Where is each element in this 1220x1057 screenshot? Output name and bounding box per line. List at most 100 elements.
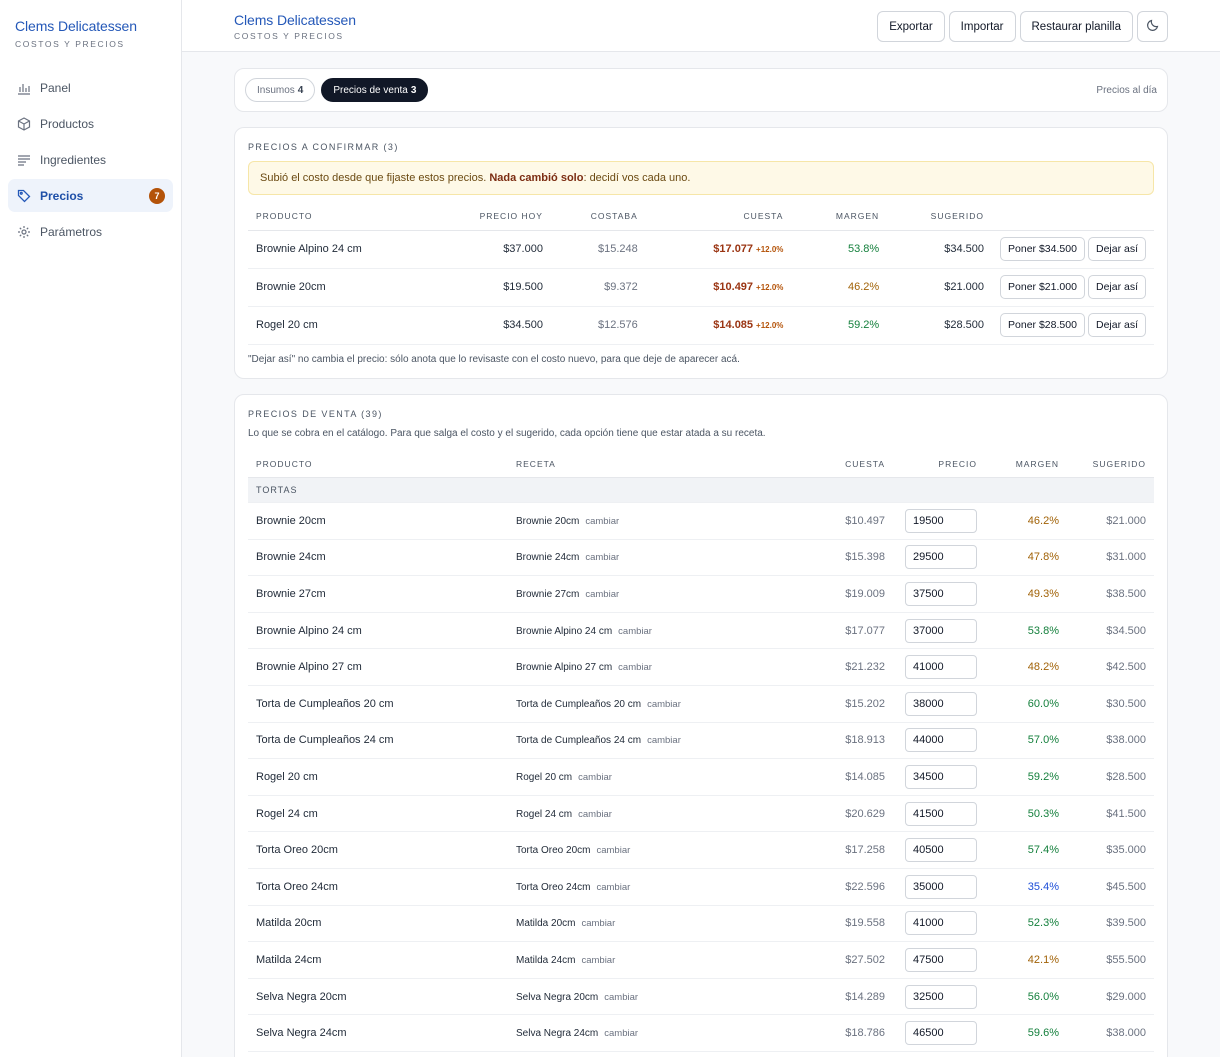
price-input[interactable]	[905, 508, 977, 533]
confirm-table: PRODUCTO PRECIO HOY COSTABA CUESTA MARGE…	[248, 203, 1154, 345]
cost: $21.232	[808, 648, 893, 686]
column-header: CUESTA	[808, 450, 893, 478]
price-input[interactable]	[905, 655, 977, 680]
header-title: Clems Delicatessen	[234, 12, 356, 28]
price-input[interactable]	[905, 874, 977, 899]
margin: 50.3%	[985, 795, 1067, 833]
table-header-row: PRODUCTO PRECIO HOY COSTABA CUESTA MARGE…	[248, 203, 1154, 231]
product-name: Brownie Alpino 24 cm	[248, 230, 468, 269]
leave-as-is-button[interactable]: Dejar así	[1087, 313, 1146, 337]
margin: 57.0%	[985, 722, 1067, 760]
price-input[interactable]	[905, 947, 977, 972]
margin: 59.2%	[985, 758, 1067, 796]
column-header: PRECIO	[893, 450, 985, 478]
sidebar-item-parametros[interactable]: Parámetros	[8, 215, 173, 248]
price-input[interactable]	[905, 764, 977, 789]
price-input[interactable]	[905, 581, 977, 606]
column-header: PRODUCTO	[248, 450, 508, 478]
change-recipe-link[interactable]: cambiar	[578, 808, 612, 820]
group-label: TORTAS	[248, 477, 1154, 503]
change-recipe-link[interactable]: cambiar	[581, 918, 616, 930]
recipe-cell: Rogel 24 cm cambiar	[508, 795, 808, 833]
cost: $17.258	[808, 831, 893, 869]
recipe-name: Selva Negra 20cm	[516, 991, 599, 1003]
table-row: Torta de Cumpleaños 20 cm Torta de Cumple…	[248, 685, 1154, 723]
change-recipe-link[interactable]: cambiar	[618, 662, 652, 674]
margin: 53.8%	[791, 230, 888, 269]
column-header: PRECIO HOY	[467, 203, 551, 231]
set-suggested-price-button[interactable]: Poner $34.500	[1000, 237, 1085, 261]
table-row: Brownie 24cm Brownie 24cm cambiar $15.398 47…	[248, 539, 1154, 577]
export-button[interactable]: Exportar	[877, 11, 945, 42]
section-title: PRECIOS A CONFIRMAR (3)	[248, 142, 399, 152]
set-suggested-price-button[interactable]: Poner $28.500	[1000, 313, 1085, 337]
column-header: SUGERIDO	[887, 203, 993, 231]
change-recipe-link[interactable]: cambiar	[585, 515, 620, 527]
recipe-name: Rogel 20 cm	[516, 771, 573, 783]
recipe-cell: Selva Negra 24cm cambiar	[508, 1014, 808, 1052]
price-input[interactable]	[905, 728, 977, 753]
recipe-name: Brownie 20cm	[516, 515, 580, 527]
change-recipe-link[interactable]: cambiar	[604, 1028, 639, 1040]
current-cost-cell: $10.497 +12.0%	[645, 268, 792, 307]
product-name: Torta Oreo 24cm	[248, 868, 508, 906]
price-input[interactable]	[905, 545, 977, 570]
price-input[interactable]	[905, 911, 977, 936]
leave-as-is-button[interactable]: Dejar así	[1087, 275, 1146, 299]
cost: $10.497	[808, 502, 893, 540]
table-row: Brownie 20cm Brownie 20cm cambiar $10.497 46…	[248, 502, 1154, 540]
price-cell	[893, 722, 985, 760]
leave-as-is-button[interactable]: Dejar así	[1087, 237, 1146, 261]
current-cost: $10.497	[713, 281, 754, 293]
sidebar-item-panel[interactable]: Panel	[8, 71, 173, 104]
price-input[interactable]	[905, 691, 977, 716]
sidebar-item-precios[interactable]: Precios 7	[8, 179, 173, 212]
price-cell	[893, 831, 985, 869]
change-recipe-link[interactable]: cambiar	[604, 991, 639, 1003]
margin: 56.0%	[985, 978, 1067, 1016]
set-suggested-price-button[interactable]: Poner $21.000	[1000, 275, 1085, 299]
change-recipe-link[interactable]: cambiar	[578, 771, 612, 783]
restore-sheet-button[interactable]: Restaurar planilla	[1019, 11, 1133, 42]
cost: $18.913	[808, 722, 893, 760]
recipe-cell: Torta Oreo 24cm cambiar	[508, 868, 808, 906]
change-recipe-link[interactable]: cambiar	[647, 735, 681, 747]
sidebar-item-ingredientes[interactable]: Ingredientes	[8, 143, 173, 176]
price-input[interactable]	[905, 984, 977, 1009]
sale-prices-table: PRODUCTO RECETA CUESTA PRECIO MARGEN SUG…	[248, 450, 1154, 1052]
suggested-price: $39.500	[1067, 905, 1154, 943]
price-cell	[893, 502, 985, 540]
theme-toggle-button[interactable]	[1137, 11, 1168, 42]
change-recipe-link[interactable]: cambiar	[581, 954, 616, 966]
recipe-cell: Matilda 20cm cambiar	[508, 905, 808, 943]
current-cost: $17.077	[713, 243, 754, 255]
recipe-cell: Brownie 27cm cambiar	[508, 575, 808, 613]
change-recipe-link[interactable]: cambiar	[647, 698, 681, 710]
change-recipe-link[interactable]: cambiar	[618, 625, 652, 637]
suggested-price: $34.500	[1067, 612, 1154, 650]
tab-precios-de-venta[interactable]: Precios de venta 3	[321, 78, 429, 102]
notification-badge: 7	[149, 187, 165, 204]
recipe-name: Torta de Cumpleaños 20 cm	[516, 698, 642, 710]
cost: $14.289	[808, 978, 893, 1016]
price-input[interactable]	[905, 1021, 977, 1046]
suggested-price: $30.500	[1067, 685, 1154, 723]
recipe-cell: Torta Oreo 20cm cambiar	[508, 831, 808, 869]
margin: 42.1%	[985, 941, 1067, 979]
tab-insumos[interactable]: Insumos 4	[245, 78, 316, 102]
import-button[interactable]: Importar	[948, 11, 1016, 42]
product-name: Brownie 20cm	[248, 268, 468, 307]
recipe-cell: Torta de Cumpleaños 24 cm cambiar	[508, 722, 808, 760]
price-input[interactable]	[905, 838, 977, 863]
column-header: MARGEN	[985, 450, 1067, 478]
sidebar-item-productos[interactable]: Productos	[8, 107, 173, 140]
price-input[interactable]	[905, 618, 977, 643]
moon-icon	[1146, 18, 1160, 35]
price-cell	[893, 539, 985, 577]
price-input[interactable]	[905, 801, 977, 826]
change-recipe-link[interactable]: cambiar	[585, 552, 620, 564]
change-recipe-link[interactable]: cambiar	[596, 845, 631, 857]
change-recipe-link[interactable]: cambiar	[585, 588, 620, 600]
cost: $15.398	[808, 539, 893, 577]
change-recipe-link[interactable]: cambiar	[596, 881, 631, 893]
